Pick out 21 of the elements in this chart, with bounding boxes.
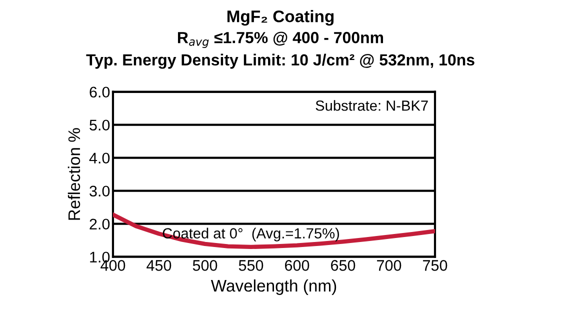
x-tick-label: 500 [192, 260, 218, 271]
x-tick-label: 400 [100, 260, 126, 271]
x-tick-label: 650 [331, 260, 356, 271]
y-tick-label: 5.0 [90, 120, 110, 131]
y-tick-label: 3.0 [90, 186, 110, 197]
annotation: Substrate: N-BK7 [316, 100, 428, 111]
y-tick-label: 2.0 [90, 218, 110, 230]
y-tick-label: 1.0 [90, 252, 110, 263]
y-tick-label: 4.0 [89, 152, 110, 164]
chart-subtitle: R$_{avg}$ ≤1.75% @ 400 - 700nm Typ. Energy Density Limit: 10 J/cm² @ 532nm, 10ns [86, 32, 474, 69]
x-tick-label: 450 [146, 260, 172, 271]
x-tick-label: 550 [238, 260, 264, 271]
annotation: Coated at 0° (Avg.=1.75%) [162, 228, 340, 242]
x-tick-label: 750 [423, 260, 448, 271]
y-tick-label: 6.0 [90, 86, 110, 98]
chart-title: MgF₂ Coating [227, 10, 334, 26]
y-axis-title: Reflection % [68, 128, 80, 220]
x-axis-title: Wavelength (nm) [210, 279, 336, 295]
line-series [112, 212, 435, 250]
x-tick-label: 600 [285, 260, 310, 271]
x-tick-label: 700 [377, 260, 402, 271]
